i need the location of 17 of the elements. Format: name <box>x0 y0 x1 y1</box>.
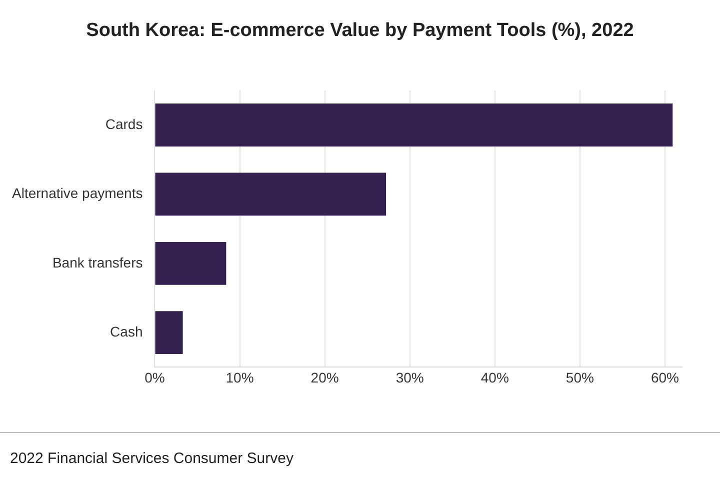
x-tick-label: 30% <box>396 369 424 386</box>
y-tick-label: Bank transfers <box>52 254 143 270</box>
text: 2022 Financial Services Consumer Survey <box>10 450 294 467</box>
y-tick-label: Cards <box>105 116 143 132</box>
x-tick-label: 0% <box>144 369 165 386</box>
bar <box>155 242 226 285</box>
bar <box>155 311 183 354</box>
y-tick-label: Alternative payments <box>12 185 143 202</box>
x-tick-label: 50% <box>566 369 594 386</box>
bar <box>155 104 673 146</box>
x-tick-label: 40% <box>480 369 509 386</box>
bar <box>155 172 386 216</box>
x-tick-label: 60% <box>650 369 680 386</box>
y-tick-label: Cash <box>110 323 143 340</box>
x-tick-label: 10% <box>226 369 254 386</box>
x-tick-label: 20% <box>310 369 339 386</box>
chart-title: South Korea: E-commerce Value by Payment Tools (%), 2022 <box>85 20 635 42</box>
